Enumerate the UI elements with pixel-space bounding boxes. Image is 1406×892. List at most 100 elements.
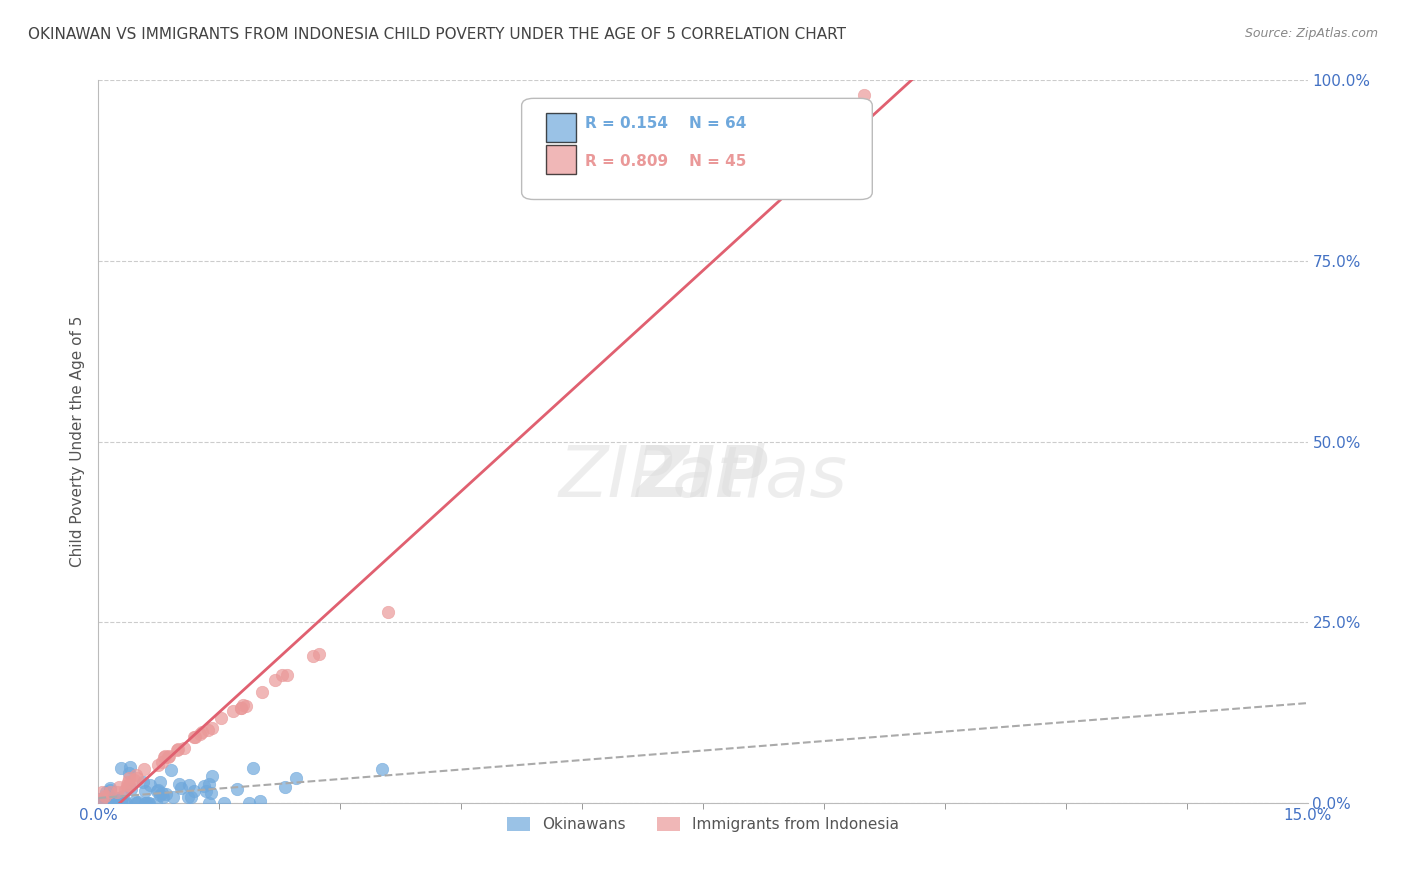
Point — [134, 762, 156, 776]
Point — [124, 767, 146, 781]
Point — [136, 796, 159, 810]
Point — [271, 668, 294, 682]
Point — [229, 701, 252, 715]
Point — [91, 792, 114, 806]
Point — [167, 741, 190, 756]
Point — [853, 87, 876, 102]
Point — [235, 698, 257, 713]
Point — [166, 742, 188, 756]
Point — [242, 761, 264, 775]
Point — [145, 796, 167, 810]
FancyBboxPatch shape — [522, 98, 872, 200]
Point — [93, 796, 115, 810]
Point — [115, 796, 138, 810]
Point — [209, 711, 232, 725]
Text: Source: ZipAtlas.com: Source: ZipAtlas.com — [1244, 27, 1378, 40]
Point — [146, 782, 169, 797]
Point — [238, 796, 260, 810]
Point — [124, 794, 146, 808]
Point — [150, 786, 173, 800]
Point — [157, 749, 180, 764]
Text: R = 0.809    N = 45: R = 0.809 N = 45 — [585, 154, 745, 169]
Point — [107, 784, 129, 798]
Point — [193, 779, 215, 793]
Point — [125, 771, 148, 785]
Point — [118, 771, 141, 785]
Point — [231, 701, 253, 715]
Point — [197, 796, 219, 810]
Point — [134, 783, 156, 797]
Point — [94, 789, 117, 803]
Point — [302, 648, 325, 663]
Point — [153, 749, 176, 764]
Point — [110, 796, 132, 810]
Point — [148, 758, 170, 772]
Point — [96, 785, 118, 799]
Point — [110, 795, 132, 809]
Point — [232, 698, 254, 712]
Point — [308, 647, 330, 661]
Y-axis label: Child Poverty Under the Age of 5: Child Poverty Under the Age of 5 — [69, 316, 84, 567]
Point — [162, 790, 184, 805]
Point — [90, 796, 112, 810]
Point — [112, 789, 135, 804]
Point — [114, 783, 136, 797]
Point — [201, 721, 224, 735]
Point — [159, 764, 181, 778]
Text: ZIPatlas: ZIPatlas — [558, 443, 848, 512]
Point — [150, 756, 173, 770]
Point — [370, 762, 392, 776]
Point — [105, 791, 128, 805]
Point — [180, 790, 202, 805]
Text: OKINAWAN VS IMMIGRANTS FROM INDONESIA CHILD POVERTY UNDER THE AGE OF 5 CORRELATI: OKINAWAN VS IMMIGRANTS FROM INDONESIA CH… — [28, 27, 846, 42]
Point — [146, 784, 169, 798]
Point — [120, 782, 142, 797]
Point — [177, 777, 200, 791]
Point — [138, 778, 160, 792]
Point — [125, 796, 148, 810]
Point — [98, 783, 121, 797]
Point — [285, 771, 308, 785]
Point — [169, 777, 191, 791]
Point — [797, 124, 820, 138]
Point — [156, 750, 179, 764]
Point — [117, 766, 139, 780]
FancyBboxPatch shape — [546, 145, 576, 174]
Point — [134, 796, 156, 810]
FancyBboxPatch shape — [546, 112, 576, 142]
Point — [117, 775, 139, 789]
Point — [195, 784, 218, 798]
Point — [198, 777, 221, 791]
Point — [91, 784, 114, 798]
Point — [135, 796, 157, 810]
Point — [110, 761, 132, 775]
Point — [200, 786, 222, 800]
Point — [118, 760, 141, 774]
Point — [191, 724, 214, 739]
Point — [188, 727, 211, 741]
Point — [108, 780, 131, 795]
Point — [98, 796, 121, 810]
Point — [212, 796, 235, 810]
Point — [124, 772, 146, 787]
Point — [98, 780, 121, 795]
Point — [149, 789, 172, 803]
Point — [93, 796, 115, 810]
Point — [273, 780, 295, 795]
Point — [115, 779, 138, 793]
Point — [276, 668, 298, 682]
Point — [148, 774, 170, 789]
Point — [183, 730, 205, 744]
Point — [176, 790, 198, 805]
Point — [377, 606, 399, 620]
Point — [170, 780, 193, 795]
Point — [155, 787, 177, 801]
Point — [183, 784, 205, 798]
Point — [152, 790, 174, 805]
Point — [89, 796, 111, 810]
Legend: Okinawans, Immigrants from Indonesia: Okinawans, Immigrants from Indonesia — [501, 811, 905, 838]
Point — [184, 731, 207, 745]
Point — [127, 795, 149, 809]
Point — [101, 792, 124, 806]
Point — [112, 796, 135, 810]
